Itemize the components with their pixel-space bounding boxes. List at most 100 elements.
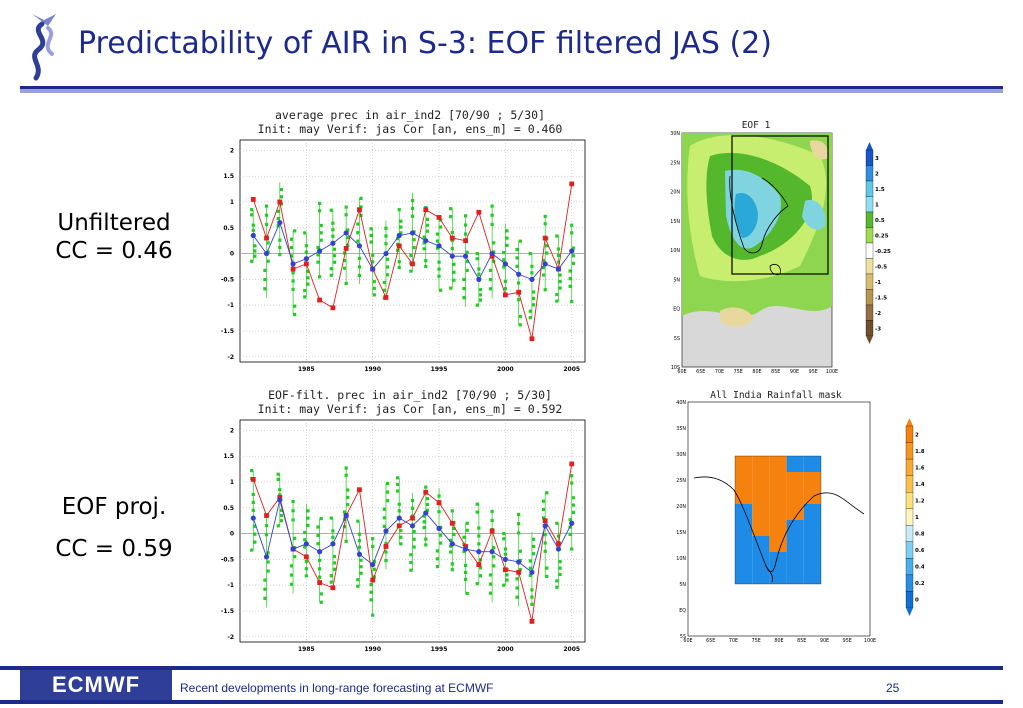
ensemble-member-point <box>528 309 532 313</box>
mask-cell <box>769 472 787 488</box>
ensemble-member-point <box>463 214 468 218</box>
ensemble-member-point <box>357 539 362 543</box>
ensemble-member-point <box>399 219 403 223</box>
ensemble-member-point <box>346 243 350 247</box>
map-x-tick: 60E <box>677 369 686 375</box>
mask-cell <box>735 456 753 472</box>
ensemble-member-point <box>318 275 322 279</box>
colorbar-label: 1.2 <box>915 498 924 504</box>
eof-cc-label: CC = 0.59 <box>55 536 173 562</box>
ensemble-member-point <box>319 517 323 521</box>
ensemble-member-point <box>435 557 440 561</box>
ensemble-member-point <box>332 260 337 264</box>
ensemble-mean-point <box>449 541 455 547</box>
ensemble-member-point <box>571 246 575 250</box>
ensemble-member-point <box>515 577 519 581</box>
ensemble-member-point <box>316 245 320 250</box>
y-tick-label: 1 <box>230 199 234 206</box>
observed-point <box>502 292 508 298</box>
ensemble-member-point <box>503 552 507 556</box>
ensemble-member-point <box>371 253 375 257</box>
ensemble-member-point <box>385 265 390 269</box>
ensemble-member-point <box>439 533 443 537</box>
chart1-title: average prec in air_ind2 [70/90 ; 5/30] <box>275 108 545 122</box>
ensemble-member-point <box>371 537 375 541</box>
ensemble-member-point <box>449 544 453 548</box>
ensemble-member-point <box>425 229 429 233</box>
ensemble-member-point <box>543 533 547 537</box>
eof1-map: EOF 1 30N 25N 20N 15N 10N 5N EQ 5S 10S 60E 65E 70E… <box>670 116 895 381</box>
ensemble-member-point <box>410 498 415 503</box>
observed-point <box>410 261 415 267</box>
ensemble-member-point <box>449 538 453 542</box>
ensemble-mean-point <box>383 528 389 534</box>
ensemble-member-point <box>465 259 469 263</box>
observed-point <box>516 289 522 295</box>
colorbar-swatch <box>865 196 874 213</box>
ensemble-member-point <box>303 530 307 535</box>
ensemble-member-point <box>279 519 284 523</box>
ensemble-member-point <box>253 524 257 528</box>
mask-cell <box>803 472 821 488</box>
ensemble-member-point <box>399 225 403 229</box>
ensemble-member-point <box>515 256 519 260</box>
mask-cell <box>735 568 753 584</box>
ensemble-member-point <box>505 573 509 577</box>
ensemble-member-point <box>304 559 308 564</box>
ensemble-member-point <box>372 293 376 297</box>
ensemble-member-point <box>356 239 360 243</box>
mask-cell <box>769 536 787 552</box>
ensemble-member-point <box>344 539 348 543</box>
ensemble-member-point <box>264 524 269 528</box>
mask-cell <box>735 504 753 520</box>
map-y-tick: 40N <box>676 400 686 406</box>
colorbar-label: 0.8 <box>915 532 924 538</box>
ensemble-member-point <box>425 502 429 507</box>
eof1-colorbar: 3 2 1.5 1 0.5 0.25 -0.25 -0.5 -1 -1.5 -2 -3 <box>865 142 891 344</box>
ensemble-member-point <box>558 273 562 277</box>
ensemble-member-point <box>422 525 426 530</box>
ensemble-member-point <box>530 271 534 275</box>
ensemble-member-point <box>477 267 481 271</box>
ensemble-mean-point <box>343 512 349 519</box>
ensemble-member-point <box>303 231 307 235</box>
colorbar-swatch <box>905 475 914 493</box>
ensemble-member-point <box>278 493 282 497</box>
ensemble-member-point <box>409 269 413 273</box>
ensemble-member-point <box>276 216 280 221</box>
mask-cell <box>803 552 821 568</box>
ensemble-member-point <box>503 547 507 551</box>
ensemble-member-point <box>490 213 494 217</box>
mask-cell <box>786 552 804 568</box>
y-tick-label: 0 <box>230 251 234 258</box>
ensemble-member-point <box>253 244 257 248</box>
ensemble-member-point <box>558 279 562 284</box>
ensemble-member-point <box>528 566 532 570</box>
ensemble-member-point <box>545 244 549 248</box>
ensemble-member-point <box>318 558 322 563</box>
y-tick-label: 1.5 <box>223 453 234 460</box>
ensemble-member-point <box>541 507 546 512</box>
ensemble-mean-point <box>555 546 562 552</box>
ensemble-member-point <box>384 550 388 554</box>
observed-point <box>423 489 429 495</box>
colorbar-label: -3 <box>875 326 881 332</box>
ensemble-member-point <box>329 516 333 520</box>
ensemble-member-point <box>528 573 532 577</box>
ensemble-member-point <box>425 497 429 501</box>
map-x-tick: 90E <box>790 369 799 375</box>
y-tick-label: 1 <box>230 479 234 486</box>
ensemble-member-point <box>515 595 519 599</box>
ensemble-member-point <box>253 532 257 536</box>
ensemble-member-point <box>382 524 386 528</box>
ensemble-member-point <box>329 267 333 271</box>
map-x-tick: 80E <box>752 369 761 375</box>
ensemble-member-point <box>465 591 469 596</box>
ensemble-member-point <box>291 287 295 292</box>
ensemble-member-point <box>385 257 390 261</box>
ensemble-member-point <box>475 582 479 586</box>
ensemble-member-point <box>424 264 428 269</box>
y-tick-label: -1.5 <box>221 328 234 335</box>
ensemble-member-point <box>412 545 416 549</box>
observed-point <box>449 235 455 241</box>
